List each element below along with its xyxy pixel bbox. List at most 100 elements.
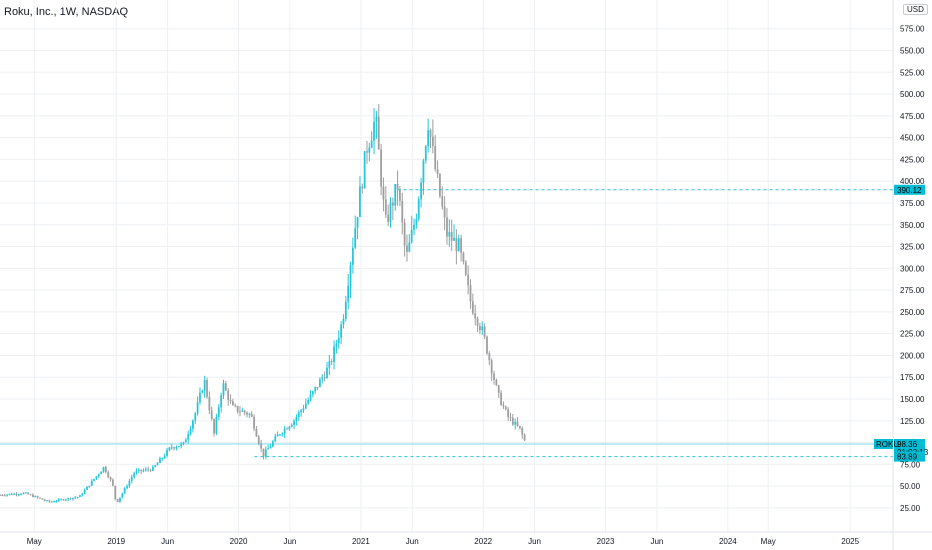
candle-body <box>469 285 472 302</box>
x-tick-label: Jun <box>650 537 663 546</box>
candle-body <box>48 500 51 502</box>
candle-body <box>189 428 192 435</box>
candle-body <box>368 147 371 153</box>
candle-body <box>356 217 359 228</box>
y-tick-label: 350.00 <box>900 221 925 230</box>
candle-body <box>149 469 152 471</box>
candle-body <box>234 405 237 407</box>
candle-body <box>1 494 4 496</box>
candle-body <box>340 324 343 338</box>
candle-body <box>316 387 319 389</box>
candle-body <box>335 343 338 347</box>
x-tick-label: 2019 <box>107 537 125 546</box>
candle-body <box>507 409 510 417</box>
candle-body <box>302 408 305 411</box>
x-tick-label: 2024 <box>719 537 737 546</box>
candle-body <box>453 237 455 241</box>
candle-body <box>413 224 415 230</box>
candle-body <box>295 417 298 421</box>
candle-body <box>206 379 208 397</box>
candle-body <box>154 465 157 467</box>
candle-body <box>255 428 258 437</box>
candle-body <box>53 501 56 503</box>
y-tick-label: 25.00 <box>900 504 921 513</box>
candle-body <box>140 469 143 472</box>
candle-body <box>107 472 110 478</box>
candle-body <box>319 379 321 388</box>
candle-body <box>283 428 286 434</box>
candle-body <box>401 200 404 223</box>
candle-body <box>210 410 213 419</box>
candle-body <box>137 469 140 471</box>
candle-body <box>314 387 317 392</box>
candle-body <box>471 301 474 314</box>
candle-body <box>246 412 248 415</box>
candle-body <box>427 130 430 147</box>
x-tick-label: 2025 <box>841 537 859 546</box>
candle-body <box>187 434 190 440</box>
candle-body <box>476 318 479 326</box>
candle-body <box>493 373 495 380</box>
candle-body <box>248 413 251 415</box>
candle-body <box>196 402 199 414</box>
candle-body <box>288 426 291 430</box>
candle-body <box>220 395 223 408</box>
candle-body <box>441 196 444 207</box>
candle-body <box>83 489 86 494</box>
y-tick-label: 225.00 <box>900 330 925 339</box>
candle-body <box>307 400 310 404</box>
candle-body <box>488 353 491 361</box>
candle-body <box>184 439 187 443</box>
candle-body <box>72 497 74 500</box>
candle-body <box>429 130 432 137</box>
candle-body <box>344 301 347 319</box>
candle-body <box>203 379 206 391</box>
price-tag-label: 98.36 <box>897 440 918 449</box>
candles <box>0 104 526 503</box>
candle-body <box>102 467 105 472</box>
candle-body <box>514 421 517 425</box>
candle-body <box>293 420 295 425</box>
y-tick-label: 550.00 <box>900 46 925 55</box>
candle-body <box>180 443 183 447</box>
candle-body <box>342 318 345 325</box>
level-lines <box>0 189 893 458</box>
y-tick-label: 125.00 <box>900 417 925 426</box>
candle-body <box>62 499 65 501</box>
x-tick-label: Jun <box>283 537 296 546</box>
y-tick-label: 575.00 <box>900 25 925 34</box>
candle-body <box>93 478 95 481</box>
candle-body <box>462 252 465 262</box>
y-tick-label: 325.00 <box>900 243 925 252</box>
candle-body <box>408 242 411 252</box>
candle-body <box>177 446 180 448</box>
price-axis[interactable]: 25.0050.0075.00100.00125.00150.00175.002… <box>892 0 925 550</box>
time-axis[interactable]: May 2019 Jun 2020 Jun 2021 Jun 2022 Jun 2023 Jun 20… <box>0 531 932 546</box>
candle-body <box>144 469 147 471</box>
candle-body <box>394 183 397 206</box>
candle-body <box>347 285 350 302</box>
candle-body <box>114 485 117 499</box>
candle-body <box>119 497 121 502</box>
x-tick-label: Jun <box>528 537 541 546</box>
y-tick-label: 500.00 <box>900 90 925 99</box>
candle-body <box>213 418 215 434</box>
candle-body <box>215 416 218 434</box>
candle-body <box>373 121 375 141</box>
candle-body <box>182 442 185 444</box>
candle-body <box>95 476 98 479</box>
candle-body <box>250 413 253 417</box>
candle-body <box>366 151 368 153</box>
candle-body <box>443 206 446 218</box>
candle-body <box>133 473 135 478</box>
candle-body <box>74 497 77 499</box>
candle-body <box>349 264 352 286</box>
y-tick-label: 375.00 <box>900 199 925 208</box>
currency-badge[interactable]: USD <box>903 4 928 15</box>
symbol-tag-bg <box>874 439 893 450</box>
candle-body <box>474 313 477 319</box>
price-tag-bg <box>894 184 925 195</box>
candle-body <box>168 447 171 451</box>
candle-body <box>439 173 441 197</box>
